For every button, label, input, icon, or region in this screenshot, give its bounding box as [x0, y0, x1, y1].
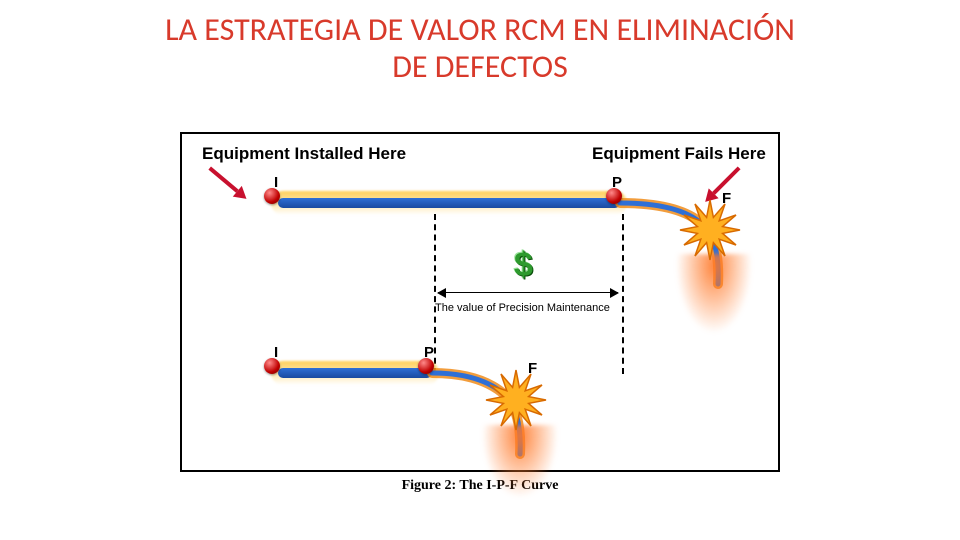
bottom-failure-flame-icon [475, 425, 565, 535]
title-line2: DE DEFECTOS [392, 47, 568, 86]
letter-p-bottom: P [424, 344, 434, 361]
bottom-failure-starburst-icon [482, 366, 550, 434]
page-title: LA ESTRATEGIA DE VALOR RCM EN ELIMINACIÓ… [0, 0, 960, 86]
letter-i-bottom: I [274, 344, 278, 361]
ipf-curve-diagram: Equipment Installed Here Equipment Fails… [180, 132, 780, 472]
title-line1: LA ESTRATEGIA DE VALOR RCM EN ELIMINACIÓ… [165, 10, 795, 49]
letter-f-bottom: F [528, 360, 537, 377]
figure-container: Equipment Installed Here Equipment Fails… [180, 132, 780, 494]
